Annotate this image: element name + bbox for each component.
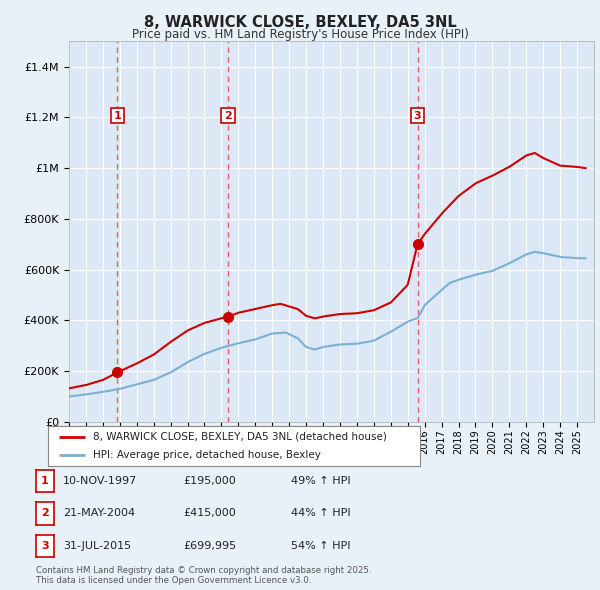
Text: 54% ↑ HPI: 54% ↑ HPI	[291, 541, 350, 550]
Text: 3: 3	[41, 541, 49, 550]
Text: 1: 1	[113, 110, 121, 120]
Text: 21-MAY-2004: 21-MAY-2004	[63, 509, 135, 518]
Text: 3: 3	[414, 110, 421, 120]
Text: 44% ↑ HPI: 44% ↑ HPI	[291, 509, 350, 518]
Text: Contains HM Land Registry data © Crown copyright and database right 2025.
This d: Contains HM Land Registry data © Crown c…	[36, 566, 371, 585]
Text: HPI: Average price, detached house, Bexley: HPI: Average price, detached house, Bexl…	[92, 450, 320, 460]
Text: 49% ↑ HPI: 49% ↑ HPI	[291, 476, 350, 486]
Text: 1: 1	[41, 476, 49, 486]
Text: Price paid vs. HM Land Registry's House Price Index (HPI): Price paid vs. HM Land Registry's House …	[131, 28, 469, 41]
Text: £699,995: £699,995	[183, 541, 236, 550]
Text: 8, WARWICK CLOSE, BEXLEY, DA5 3NL: 8, WARWICK CLOSE, BEXLEY, DA5 3NL	[143, 15, 457, 30]
Text: £195,000: £195,000	[183, 476, 236, 486]
Text: 10-NOV-1997: 10-NOV-1997	[63, 476, 137, 486]
Text: £415,000: £415,000	[183, 509, 236, 518]
Text: 31-JUL-2015: 31-JUL-2015	[63, 541, 131, 550]
Text: 2: 2	[41, 509, 49, 518]
Text: 8, WARWICK CLOSE, BEXLEY, DA5 3NL (detached house): 8, WARWICK CLOSE, BEXLEY, DA5 3NL (detac…	[92, 432, 386, 442]
Text: 2: 2	[224, 110, 232, 120]
